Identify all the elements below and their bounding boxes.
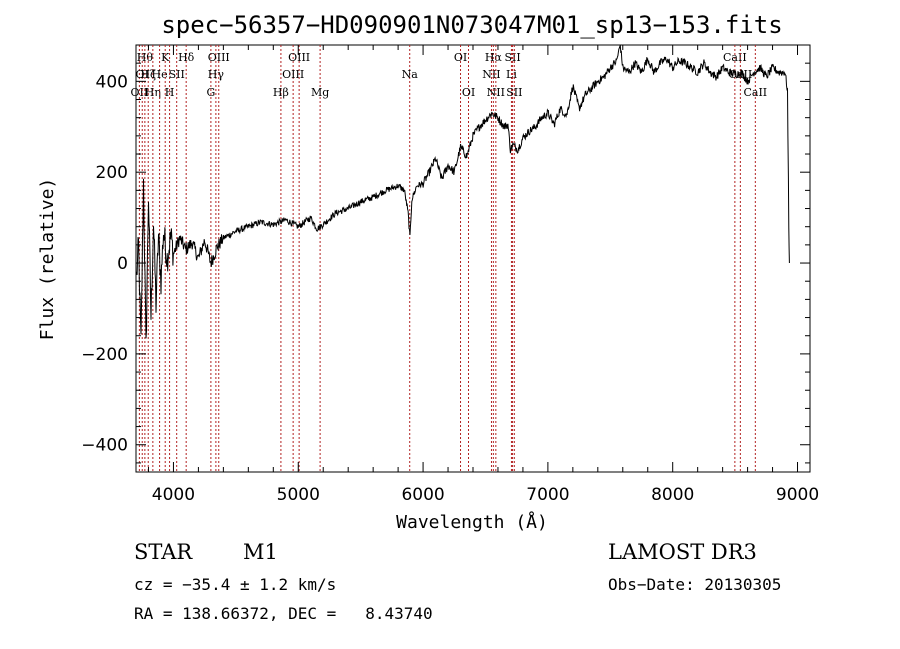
marker-label-6: K xyxy=(161,51,170,64)
y-tick-label: 200 xyxy=(96,163,128,183)
survey-name: LAMOST DR3 xyxy=(608,540,757,564)
spectrum-line xyxy=(136,45,790,339)
x-tick-label: 9000 xyxy=(776,485,819,505)
marker-label-5: He xyxy=(152,68,168,81)
x-tick-label: 7000 xyxy=(526,485,569,505)
marker-label-14: OIII xyxy=(282,68,304,81)
axis-ticks: 4000 5000 6000 7000 8000 9000 −400 −200 0 200 400 xyxy=(81,44,819,505)
redshift-velocity: cz = −35.4 ± 1.2 km/s xyxy=(134,575,337,594)
coordinates: RA = 138.66372, DEC = 8.43740 xyxy=(134,604,433,623)
y-tick-label: −200 xyxy=(81,345,128,365)
y-axis-label: Flux (relative) xyxy=(37,178,58,341)
marker-label-17: Na xyxy=(402,68,419,81)
y-tick-label: −400 xyxy=(81,436,128,456)
y-tick-label: 0 xyxy=(117,254,128,274)
marker-label-9: Hδ xyxy=(178,51,195,64)
plot-frame xyxy=(135,44,811,473)
x-tick-label: 6000 xyxy=(401,485,444,505)
marker-label-8: SII xyxy=(169,68,185,81)
object-subclass: M1 xyxy=(243,540,278,564)
marker-label-7: H xyxy=(165,86,175,99)
marker-label-2: Hθ xyxy=(137,51,154,64)
marker-label-1: OI xyxy=(136,68,149,81)
marker-label-0: OII xyxy=(131,86,149,99)
marker-label-23: Li xyxy=(506,68,517,81)
marker-label-15: OIII xyxy=(288,51,310,64)
chart-title: spec−56357−HD090901N073047M01_sp13−153.f… xyxy=(161,11,782,39)
marker-label-11: Hγ xyxy=(208,68,225,81)
line-markers: OII OI Hθ Hζ Hη He K H SII Hδ G Hγ OIII Hβ OIII OIII Mg N… xyxy=(131,45,767,472)
y-tick-label: 400 xyxy=(96,72,128,92)
marker-label-18: OI xyxy=(454,51,467,64)
marker-label-12: OIII xyxy=(208,51,230,64)
marker-label-22: NII xyxy=(487,86,505,99)
x-tick-label: 8000 xyxy=(651,485,694,505)
object-class: STAR xyxy=(134,540,193,564)
marker-label-10: G xyxy=(206,86,215,99)
series-layer xyxy=(136,45,790,339)
observation-date: Obs−Date: 20130305 xyxy=(608,575,782,594)
x-tick-label: 4000 xyxy=(152,485,195,505)
marker-label-25: SII xyxy=(506,86,522,99)
marker-label-28: CaII xyxy=(743,86,767,99)
marker-label-26: CaII xyxy=(723,51,747,64)
marker-label-4: Hη xyxy=(145,86,161,99)
marker-label-20: NII xyxy=(482,68,500,81)
marker-label-21: Hα xyxy=(485,51,503,64)
x-axis-label: Wavelength (Å) xyxy=(396,511,548,533)
marker-label-13: Hβ xyxy=(273,86,289,99)
marker-label-24: SII xyxy=(504,51,520,64)
marker-label-16: Mg xyxy=(311,86,329,99)
x-tick-label: 5000 xyxy=(277,485,320,505)
marker-label-19: OI xyxy=(462,86,475,99)
marker-label-3: Hζ xyxy=(140,68,156,81)
